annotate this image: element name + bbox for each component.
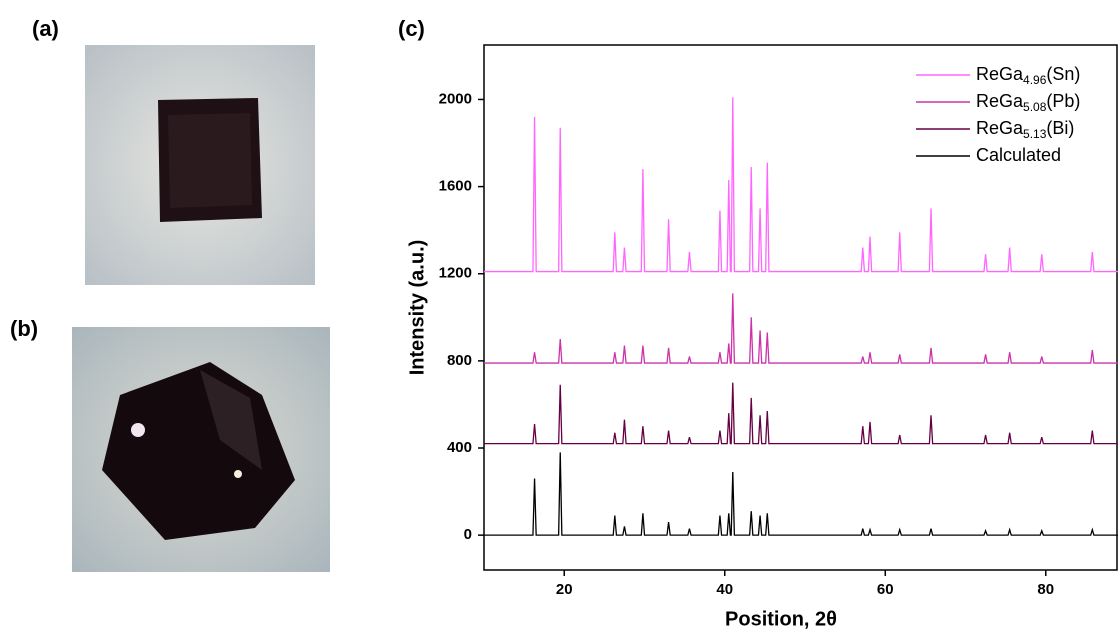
legend-label: ReGa4.96(Sn) [976, 64, 1080, 87]
reflection [131, 423, 145, 437]
legend-label: ReGa5.13(Bi) [976, 118, 1074, 141]
crystal-face [168, 113, 252, 208]
x-tick-label: 20 [556, 581, 573, 598]
y-tick-label: 1200 [439, 265, 472, 282]
legend-label: ReGa5.08(Pb) [976, 91, 1080, 114]
y-tick-label: 1600 [439, 178, 472, 195]
y-tick-label: 400 [447, 439, 472, 456]
x-axis-label: Position, 2θ [725, 608, 837, 630]
series-line [484, 97, 1118, 273]
y-tick-label: 2000 [439, 90, 472, 107]
x-tick-label: 60 [877, 581, 894, 598]
y-axis-label: Intensity (a.u.) [406, 240, 428, 376]
panel-label: (a) [32, 16, 59, 41]
panel-label: (b) [10, 316, 38, 341]
crystal-facet [200, 370, 262, 470]
x-tick-label: 80 [1037, 581, 1054, 598]
reflection [234, 470, 242, 478]
y-tick-label: 0 [464, 526, 472, 543]
series-line [484, 382, 1118, 445]
legend-label: Calculated [976, 145, 1061, 165]
panel-label: (c) [398, 16, 425, 41]
x-tick-label: 40 [716, 581, 733, 598]
plot-frame [483, 44, 1118, 571]
series-line [484, 293, 1118, 364]
series-line [484, 452, 1118, 536]
y-tick-label: 800 [447, 352, 472, 369]
